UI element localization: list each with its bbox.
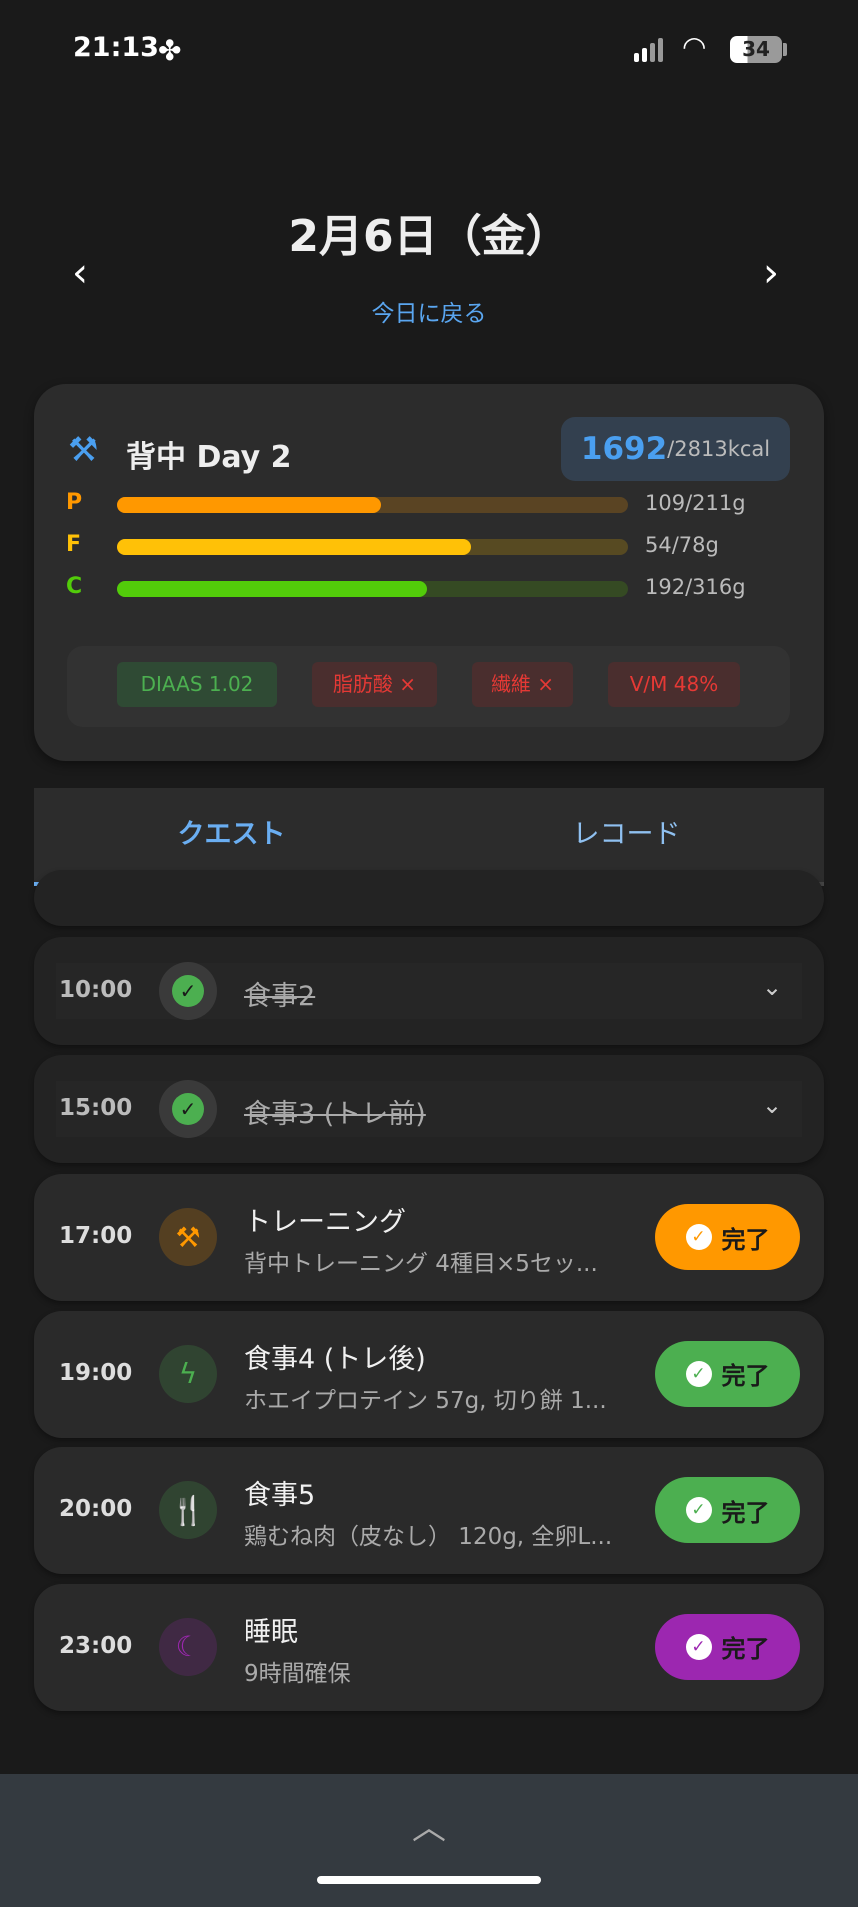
check-circle-icon: ✓ [159,1080,217,1138]
check-circle-icon: ✓ [159,962,217,1020]
battery-tip [783,43,787,56]
quest-time: 10:00 [59,977,133,1003]
complete-label: 完了 [721,1225,770,1254]
macro-progress-fill [117,581,428,597]
complete-button[interactable]: ✓ 完了 [655,1340,800,1407]
quest-title: 食事4 (トレ後) [244,1343,426,1375]
quest-subtitle: 背中トレーニング 4種目×5セッ... [244,1251,598,1277]
complete-button[interactable]: ✓ 完了 [655,1613,800,1680]
macro-progress-bar [117,539,628,555]
quest-card: 17:00 ⚒ トレーニング 背中トレーニング 4種目×5セッ... ✓ 完了 [34,1174,824,1301]
check-icon: ✓ [685,1360,712,1387]
quest-title: 睡眠 [244,1616,298,1648]
dumbbell-icon: ⚒ [159,1208,217,1266]
quest-title: 食事5 [244,1480,316,1511]
quest-card-partial [34,870,824,926]
dumbbell-icon: ⚒ [68,430,99,470]
complete-label: 完了 [721,1362,770,1390]
fork-knife-icon: 🍴 [159,1481,217,1539]
quest-card: 20:00 🍴 食事5 鶏むね肉（皮なし） 120g, 全卵L... ✓ 完了 [34,1447,824,1574]
bottom-sheet-bar[interactable] [0,1774,858,1907]
quest-time: 20:00 [59,1496,133,1522]
tab-quest[interactable]: クエスト [177,819,286,850]
battery-icon: 34 [730,36,782,63]
page-title: 2月6日（金） [288,211,570,262]
workout-title: 背中 Day 2 [126,440,292,475]
prev-day-chevron-left-icon[interactable]: ‹ [72,250,88,296]
home-indicator [317,1876,541,1884]
tag-diaas: DIAAS 1.02 [117,662,277,707]
quest-title: 食事3 (トレ前) [244,1099,426,1130]
moon-icon: ☾ [159,1617,217,1676]
chevron-up-icon[interactable]: ︿ [412,1808,446,1848]
fan-icon: ✤ [158,34,182,67]
complete-label: 完了 [721,1498,770,1527]
kcal-current: 1692 [580,431,668,467]
macro-progress-bar [117,497,628,513]
macro-progress-bar [117,581,628,597]
quest-time: 15:00 [59,1095,133,1121]
quest-card: 23:00 ☾ 睡眠 9時間確保 ✓ 完了 [34,1583,824,1711]
macro-label: F [66,532,82,557]
status-time: 21:13 [73,32,159,63]
macro-progress-fill [117,497,381,513]
quest-time: 23:00 [59,1632,133,1659]
macro-value: 109/211g [645,491,746,515]
quest-subtitle: ホエイプロテイン 57g, 切り餅 1... [244,1387,607,1414]
check-icon: ✓ [685,1633,712,1660]
wifi-icon: ◠ [682,30,707,63]
macro-label: C [66,574,83,599]
tab-record[interactable]: レコード [572,819,681,850]
quest-time: 17:00 [59,1223,133,1249]
back-to-today-link[interactable]: 今日に戻る [371,301,487,327]
quest-title: 食事2 [244,981,316,1012]
quest-subtitle: 9時間確保 [244,1660,351,1687]
signal-icon [634,38,663,62]
tab-bar: クエスト レコード [34,788,824,886]
check-icon: ✓ [685,1497,712,1523]
complete-label: 完了 [721,1635,770,1663]
macro-label: P [66,490,83,515]
kcal-target: /2813kcal [667,437,771,461]
nutrition-tags: DIAAS 1.02 脂肪酸 × 繊維 × V/M 48% [67,646,790,727]
kcal-badge: 1692/2813kcal [561,417,790,481]
tag-fiber: 繊維 × [472,662,573,707]
chevron-down-icon[interactable]: ⌄ [762,973,783,1001]
quest-subtitle: 鶏むね肉（皮なし） 120g, 全卵L... [244,1524,613,1550]
quest-card-completed[interactable]: 10:00 ✓ 食事2 ⌄ [34,937,824,1045]
complete-button[interactable]: ✓ 完了 [655,1204,800,1270]
tag-fatty-acid: 脂肪酸 × [312,662,437,707]
tag-vm: V/M 48% [608,662,740,707]
lightning-icon: ϟ [159,1344,217,1403]
chevron-down-icon[interactable]: ⌄ [762,1091,783,1119]
quest-time: 19:00 [59,1359,133,1386]
macro-value: 54/78g [645,533,719,557]
quest-title: トレーニング [244,1207,406,1238]
macro-value: 192/316g [645,575,746,599]
daily-summary-card: ⚒ 背中 Day 2 1692/2813kcal P 109/211g F 54/… [34,384,824,761]
macro-progress-fill [117,539,471,555]
complete-button[interactable]: ✓ 完了 [655,1477,800,1543]
next-day-chevron-right-icon[interactable]: › [763,250,779,296]
quest-card-completed[interactable]: 15:00 ✓ 食事3 (トレ前) ⌄ [34,1055,824,1163]
quest-card: 19:00 ϟ 食事4 (トレ後) ホエイプロテイン 57g, 切り餅 1...… [34,1310,824,1438]
check-icon: ✓ [685,1224,712,1250]
